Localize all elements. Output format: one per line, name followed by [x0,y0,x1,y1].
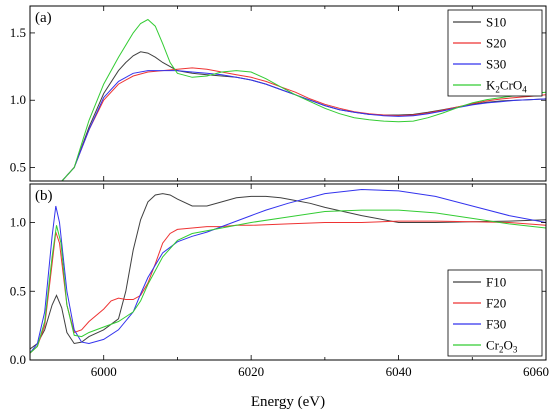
legend: F10 F20 F30 Cr2O3 [447,269,543,357]
legend-entry: F10 [486,275,506,290]
legend-entry: F30 [486,317,506,332]
legend-entry: F20 [486,296,506,311]
x-tick-label: 6060 [523,364,549,379]
series-line-cr2o3 [30,209,546,354]
series-group [61,18,546,181]
panel-label: (b) [35,188,53,204]
legend: S10 S20 S30 K2CrO4 [447,9,543,97]
y-tick-label: 1.0 [10,92,26,107]
x-axis-title: Energy (eV) [251,394,325,410]
series-line-f20 [30,220,546,354]
series-line-k2cro4 [61,18,546,181]
legend-entry: Cr2O3 [486,338,518,355]
plot-frame [29,5,547,182]
series-line-f10 [30,193,546,350]
y-tick-label: 1.5 [10,25,26,40]
legend-entry: S20 [486,36,506,51]
x-tick-label: 6000 [91,364,117,379]
y-tick-label: 0.5 [10,283,26,298]
plot-frame [29,183,547,361]
y-tick-label: 1.0 [10,215,26,230]
legend-entry: K2CrO4 [486,78,527,95]
panel-label: (a) [35,10,52,26]
series-line-f30 [30,188,546,354]
y-tick-label: 0.0 [10,352,26,367]
legend-entry: S30 [486,57,506,72]
legend-entry: S10 [486,15,506,30]
x-tick-label: 6020 [238,364,264,379]
panel-a: 0.5 1.0 1.5 (a) S10 S20 S30 K2CrO4 [10,5,547,182]
x-tick-label: 6040 [386,364,412,379]
legend-box [447,269,543,357]
panel-b: 0.0 0.5 1.0 6000 6020 6040 6060 (b) F10 F20 F30 Cr2… [10,183,549,379]
legend-box [447,9,543,97]
y-tick-label: 0.5 [10,160,26,175]
series-group [30,188,546,354]
